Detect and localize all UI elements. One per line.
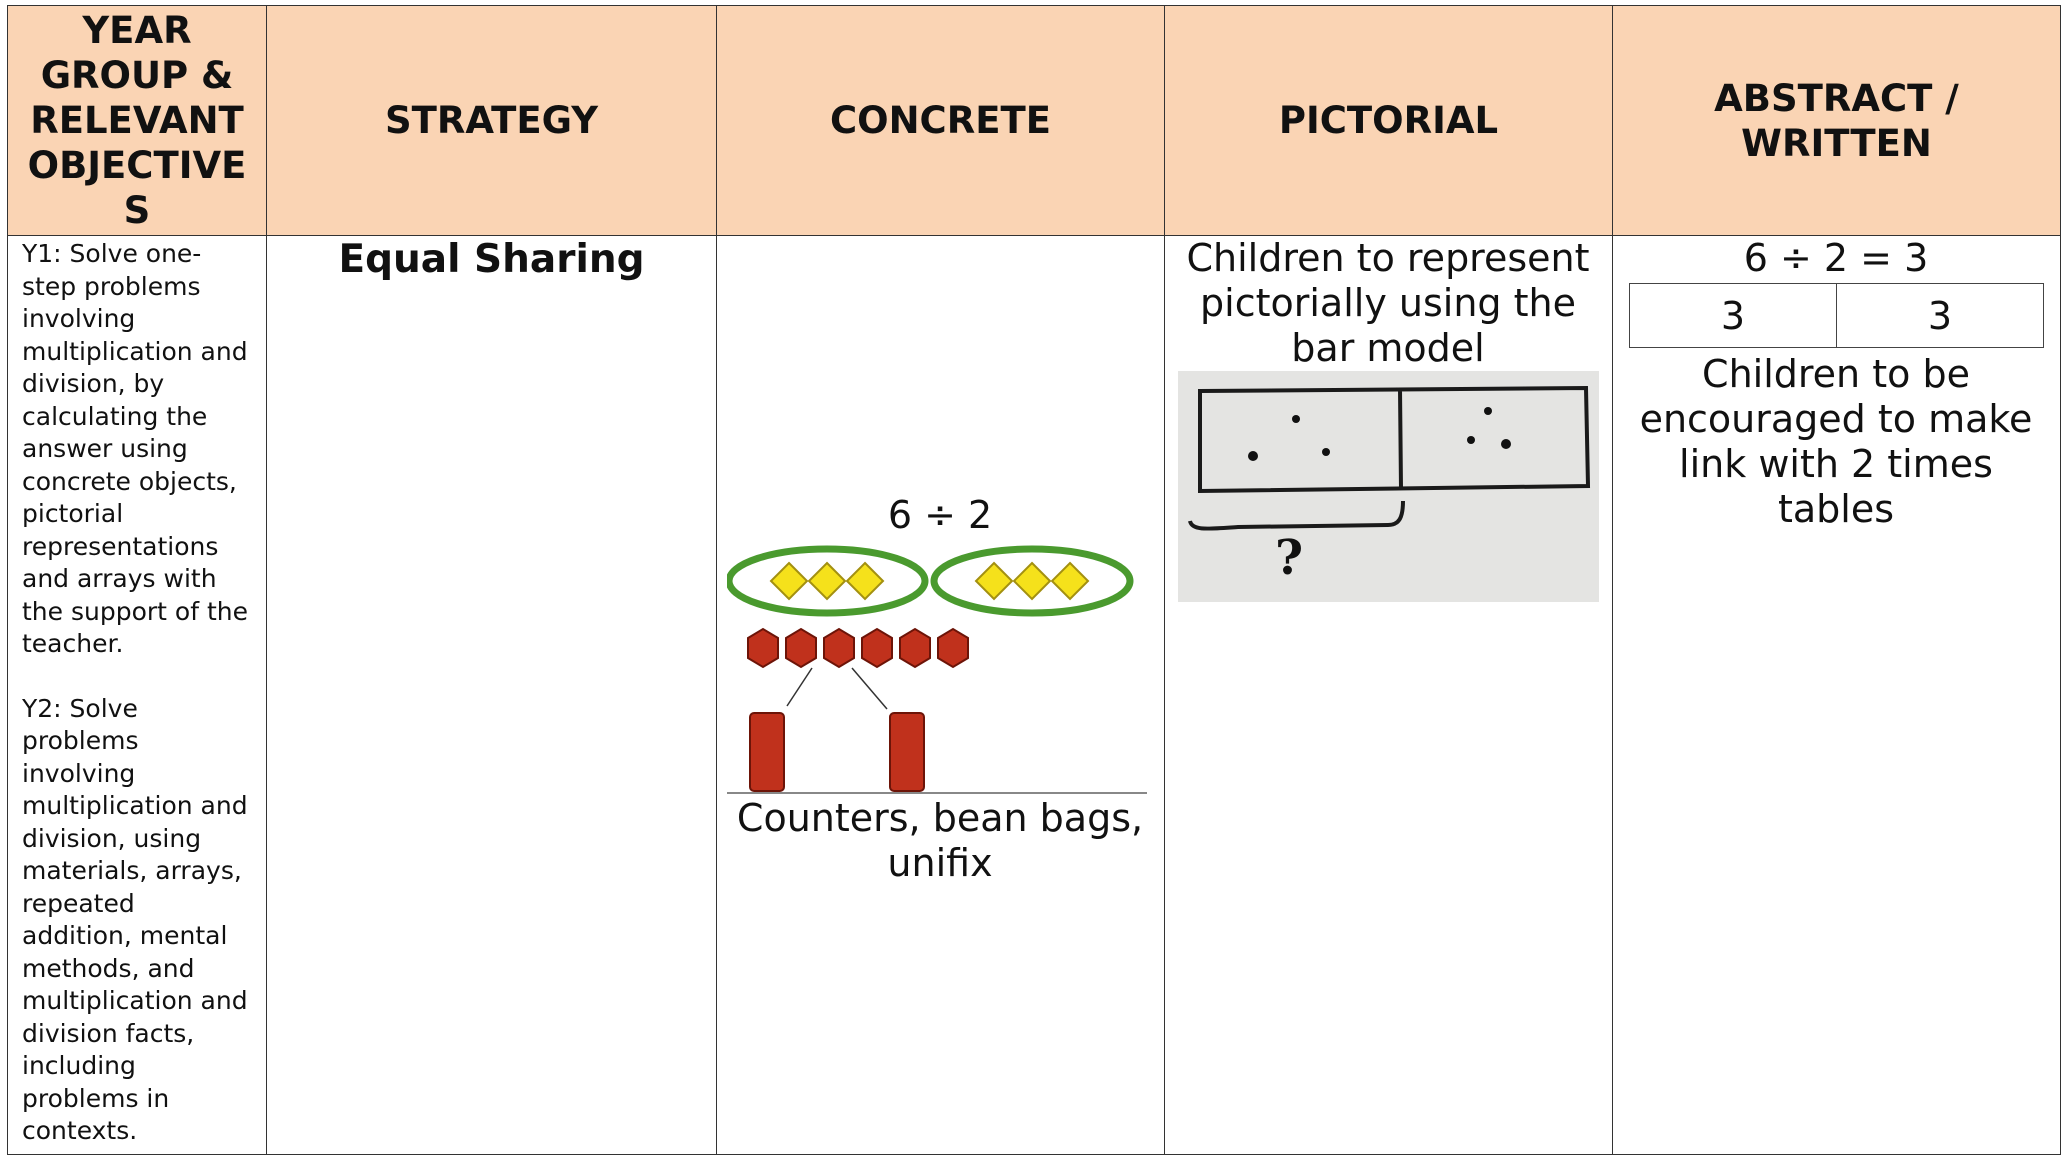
abstract-note: Children to be encouraged to make link w… xyxy=(1639,352,2033,531)
strategy-cell: Equal Sharing xyxy=(266,235,717,1155)
concrete-caption: Counters, bean bags, unifix xyxy=(736,796,1144,885)
header-text: CONCRETE xyxy=(829,99,1051,142)
pictorial-caption: Children to represent pictorially using … xyxy=(1186,236,1590,370)
header-cell: STRATEGY xyxy=(266,5,717,236)
objective: Y2: Solve problems involving multiplicat… xyxy=(22,693,248,1146)
bar-part: 3 xyxy=(1927,293,1953,338)
abstract-cell: 6 ÷ 2 = 3 3 3 Children to be encouraged … xyxy=(1612,235,2061,1155)
bar-model-photo xyxy=(1178,371,1599,602)
strategy: Equal Sharing xyxy=(338,237,645,282)
objectives-cell: Y1: Solve one-step problems involving mu… xyxy=(7,235,267,1155)
concrete-illustration xyxy=(727,545,1147,794)
bar-model: 3 3 xyxy=(1629,283,2044,348)
header-cell: YEAR GROUP & RELEVANT OBJECTIVES xyxy=(7,5,267,236)
concrete-equation: 6 ÷ 2 xyxy=(887,493,993,537)
objective: Y1: Solve one-step problems involving mu… xyxy=(22,239,248,658)
bar-part: 3 xyxy=(1630,284,1837,347)
header-text: PICTORIAL xyxy=(1278,99,1499,142)
abstract-equation: 6 ÷ 2 = 3 xyxy=(1743,236,1929,280)
header-cell: ABSTRACT / WRITTEN xyxy=(1612,5,2061,236)
pictorial-cell: Children to represent pictorially using … xyxy=(1164,235,1613,1155)
bar-question: ? xyxy=(1275,530,1304,586)
header-text: STRATEGY xyxy=(384,99,598,142)
header-text: YEAR GROUP & RELEVANT OBJECTIVES xyxy=(27,9,247,232)
header-cell: CONCRETE xyxy=(716,5,1165,236)
concrete-cell: 6 ÷ 2 Counters, bean bags, unifix xyxy=(716,235,1165,1155)
header-text: ABSTRACT / WRITTEN xyxy=(1714,76,1959,165)
header-cell: PICTORIAL xyxy=(1164,5,1613,236)
